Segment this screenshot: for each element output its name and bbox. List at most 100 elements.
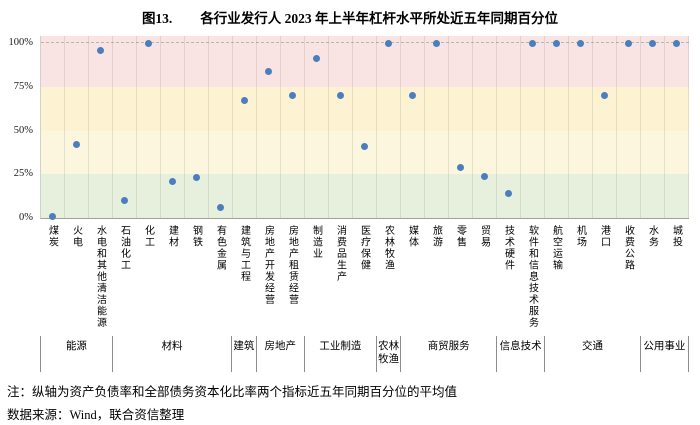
x-axis-label: 港口 xyxy=(598,225,610,248)
chart-title-number: 图13. xyxy=(141,11,173,26)
plot-column xyxy=(233,36,257,218)
x-axis-label: 消费品生产 xyxy=(334,225,346,283)
x-axis-label: 城投 xyxy=(670,225,682,248)
x-label-cell: 旅游 xyxy=(424,221,448,334)
data-point xyxy=(457,163,464,171)
plot-column xyxy=(41,36,65,220)
plot-column xyxy=(89,36,113,218)
x-axis-label: 收费公路 xyxy=(622,225,634,271)
plot-columns xyxy=(41,36,689,220)
data-point xyxy=(385,39,392,47)
x-axis-label: 火电 xyxy=(70,225,82,248)
x-label-cell: 制造业 xyxy=(304,221,328,334)
x-axis-label: 软件和信息技术服务 xyxy=(526,225,538,329)
x-label-cell: 水电和其他清洁能源 xyxy=(88,221,112,334)
data-point xyxy=(193,174,200,182)
data-point xyxy=(73,141,80,148)
y-tick-label: 50% xyxy=(13,124,33,136)
data-point xyxy=(313,55,320,63)
y-tick-label: 100% xyxy=(8,36,34,48)
x-axis-label: 石油化工 xyxy=(118,225,130,271)
plot-column xyxy=(257,36,281,218)
plot-column xyxy=(113,36,137,218)
x-label-cell: 有色金属 xyxy=(208,221,232,334)
x-axis-label: 房地产开发经营 xyxy=(262,225,274,306)
data-point xyxy=(553,39,560,47)
data-point xyxy=(49,212,56,220)
plot-column xyxy=(401,36,425,218)
x-label-cell: 媒体 xyxy=(400,221,424,334)
data-point xyxy=(121,197,128,204)
x-label-cell: 城投 xyxy=(664,221,688,334)
sector-group-label: 能源 xyxy=(40,336,112,372)
x-axis-label: 农林牧渔 xyxy=(382,225,394,271)
chart-title-text: 各行业发行人 2023 年上半年杠杆水平所处近五年同期百分位 xyxy=(200,11,559,26)
x-label-cell: 水务 xyxy=(640,221,664,334)
sector-group-label: 交通 xyxy=(544,336,640,372)
x-label-cell: 煤炭 xyxy=(40,221,64,334)
y-tick-label: 75% xyxy=(13,80,33,92)
gridline-100-percent xyxy=(41,42,689,43)
data-point xyxy=(505,190,512,198)
sector-group-label: 材料 xyxy=(111,336,231,372)
sector-group-label: 建筑 xyxy=(231,336,256,372)
data-point xyxy=(409,92,416,99)
plot-column xyxy=(593,36,617,218)
x-axis-label: 零售 xyxy=(454,225,466,248)
percentile-band-50-75 xyxy=(41,86,689,131)
sector-group-label: 农林牧渔 xyxy=(375,336,401,372)
x-axis-label: 技术硬件 xyxy=(502,225,514,271)
x-label-cell: 建材 xyxy=(160,221,184,334)
x-axis-label: 钢铁 xyxy=(190,225,202,248)
x-axis-label: 旅游 xyxy=(430,225,442,248)
x-label-cell: 技术硬件 xyxy=(496,221,520,334)
percentile-band-25-50 xyxy=(41,130,689,175)
plot-column xyxy=(209,36,233,218)
plot-column xyxy=(329,36,353,218)
x-label-cell: 建筑与工程 xyxy=(232,221,256,334)
data-point xyxy=(217,204,224,211)
footnote: 注：纵轴为资产负债率和全部债务资本化比率两个指标近五年同期百分位的平均值 xyxy=(7,385,458,399)
data-point xyxy=(433,39,440,47)
plot-column xyxy=(161,36,185,218)
sector-group-label: 房地产 xyxy=(255,336,304,372)
data-point xyxy=(361,142,368,150)
data-point xyxy=(97,46,104,54)
plot-column xyxy=(185,36,209,218)
x-axis-label: 航空运输 xyxy=(550,225,562,271)
data-point xyxy=(169,177,176,185)
x-axis-label: 水务 xyxy=(646,225,658,248)
data-point xyxy=(337,92,344,99)
y-tick-label: 25% xyxy=(13,168,33,180)
data-point xyxy=(481,172,488,180)
percentile-band-0-25 xyxy=(41,174,689,218)
x-label-cell: 软件和信息技术服务 xyxy=(520,221,544,334)
data-point xyxy=(673,39,680,47)
x-axis-label: 建筑与工程 xyxy=(238,225,250,283)
x-label-cell: 火电 xyxy=(64,221,88,334)
plot-column xyxy=(353,36,377,218)
x-label-cell: 航空运输 xyxy=(544,221,568,334)
data-point xyxy=(625,39,632,47)
x-label-cell: 机场 xyxy=(568,221,592,334)
chart-title: 图13. 各行业发行人 2023 年上半年杠杆水平所处近五年同期百分位 xyxy=(0,7,700,27)
x-label-cell: 港口 xyxy=(592,221,616,334)
data-point xyxy=(241,97,248,105)
x-axis-labels: 煤炭 火电 水电和其他清洁能源 石油化工 化工 建材 钢铁 有色金属 建筑与工程 房地产开发经营房… xyxy=(40,221,688,334)
x-label-cell: 零售 xyxy=(448,221,472,334)
x-axis-label: 房地产租赁经营 xyxy=(286,225,298,306)
plot-column xyxy=(617,36,641,218)
y-tick-label: 0% xyxy=(19,212,33,223)
data-point xyxy=(649,39,656,47)
x-axis-label: 制造业 xyxy=(310,225,322,260)
x-axis-label: 媒体 xyxy=(406,225,418,248)
x-label-cell: 农林牧渔 xyxy=(376,221,400,334)
data-point xyxy=(289,92,296,99)
x-label-cell: 医疗保健 xyxy=(352,221,376,334)
plot-column xyxy=(377,36,401,218)
x-axis-label: 化工 xyxy=(142,225,154,248)
plot-column xyxy=(665,36,689,218)
plot-column xyxy=(449,36,473,218)
data-point xyxy=(577,39,584,47)
